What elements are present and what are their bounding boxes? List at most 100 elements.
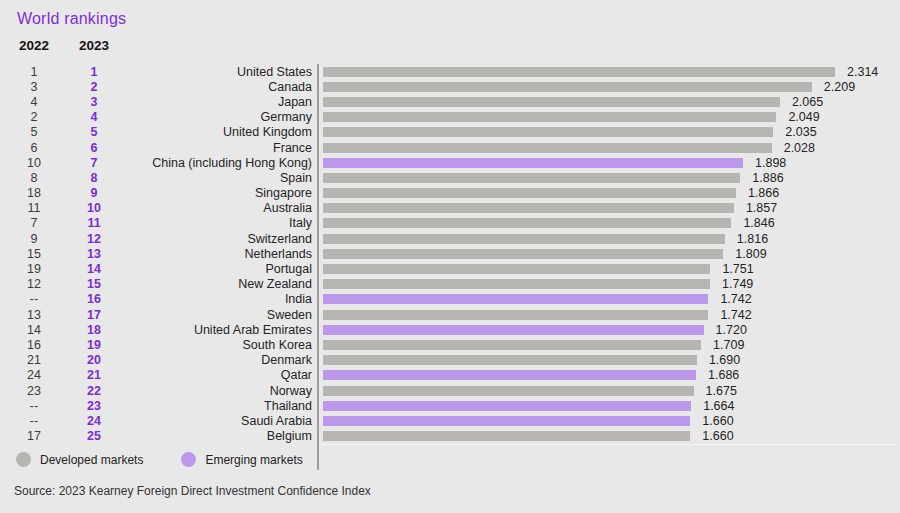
legend-label: Developed markets — [40, 453, 143, 467]
chart-row: 189Singapore1.866 — [0, 186, 900, 201]
rank-2022: 15 — [14, 247, 54, 261]
chart-row: 4 3Japan2.065 — [0, 94, 900, 109]
bar-emerging — [323, 294, 708, 304]
value-label: 1.686 — [708, 368, 739, 382]
bar-zone: 1.898 — [316, 155, 900, 170]
bar-developed — [323, 82, 812, 92]
bar-zone: 1.816 — [316, 231, 900, 246]
rank-2022: 9 — [14, 232, 54, 246]
rank-2022: 14 — [14, 323, 54, 337]
rank-2022: 16 — [14, 338, 54, 352]
bar-zone: 1.742 — [316, 307, 900, 322]
country-label: Portugal — [116, 262, 316, 276]
bar-developed — [323, 249, 723, 259]
rank-2023: 13 — [72, 247, 116, 261]
bar-zone: 1.742 — [316, 292, 900, 307]
chart-row: 11United States2.314 — [0, 64, 900, 79]
bar-developed — [323, 431, 690, 441]
rank-2022: 18 — [14, 186, 54, 200]
bar-zone: 2.065 — [316, 94, 900, 109]
chart-row: 19 14Portugal1.751 — [0, 261, 900, 276]
chart-row: 32Canada2.209 — [0, 79, 900, 94]
bar-zone: 1.749 — [316, 277, 900, 292]
bar-zone: 2.314 — [316, 64, 900, 79]
bar-developed — [323, 97, 780, 107]
bar-emerging — [323, 416, 690, 426]
bar-developed — [323, 386, 694, 396]
country-label: Japan — [116, 95, 316, 109]
country-label: Norway — [116, 384, 316, 398]
chart-row: 24Germany2.049 — [0, 110, 900, 125]
value-label: 1.816 — [737, 232, 768, 246]
bar-developed — [323, 264, 710, 274]
rank-2023: 3 — [72, 95, 116, 109]
bar-developed — [323, 279, 710, 289]
bar-zone: 1.675 — [316, 383, 900, 398]
country-label: United States — [116, 65, 316, 79]
rank-2023: 17 — [72, 308, 116, 322]
rank-2022: 1 — [14, 65, 54, 79]
country-label: Italy — [116, 216, 316, 230]
rank-column-headers: 2022 2023 — [0, 38, 900, 53]
country-label: Canada — [116, 80, 316, 94]
bar-emerging — [323, 158, 743, 168]
bar-emerging — [323, 370, 696, 380]
rank-2022: 4 — [14, 95, 54, 109]
rank-2022: 2 — [14, 110, 54, 124]
value-label: 1.809 — [735, 247, 766, 261]
rank-2022: 19 — [14, 262, 54, 276]
rank-2022: 5 — [14, 125, 54, 139]
value-label: 1.898 — [755, 156, 786, 170]
rank-2023: 25 — [72, 429, 116, 443]
bar-developed — [323, 355, 697, 365]
rank-2022: 6 — [14, 141, 54, 155]
bar-zone: 1.751 — [316, 261, 900, 276]
bar-developed — [323, 310, 708, 320]
bar-zone: 2.028 — [316, 140, 900, 155]
bar-developed — [323, 203, 734, 213]
value-label: 1.660 — [702, 429, 733, 443]
country-label: France — [116, 141, 316, 155]
value-label: 1.846 — [743, 216, 774, 230]
value-label: 1.709 — [713, 338, 744, 352]
country-label: Singapore — [116, 186, 316, 200]
column-header-2023: 2023 — [72, 38, 116, 53]
bar-zone: 1.709 — [316, 337, 900, 352]
bar-developed — [323, 188, 736, 198]
bar-emerging — [323, 325, 704, 335]
value-label: 1.690 — [709, 353, 740, 367]
chart-row: 1513Netherlands1.809 — [0, 246, 900, 261]
bar-developed — [323, 173, 740, 183]
bar-zone: 1.857 — [316, 201, 900, 216]
chart-row: 1215New Zealand1.749 — [0, 277, 900, 292]
bar-zone: 1.809 — [316, 246, 900, 261]
rank-2023: 14 — [72, 262, 116, 276]
chart-row: 711Italy1.846 — [0, 216, 900, 231]
chart-row: 1110Australia1.857 — [0, 201, 900, 216]
bar-zone: 1.866 — [316, 186, 900, 201]
chart-row: --23Thailand1.664 — [0, 398, 900, 413]
chart-row: 2322Norway1.675 — [0, 383, 900, 398]
chart-row: 1619South Korea1.709 — [0, 337, 900, 352]
value-label: 2.035 — [785, 125, 816, 139]
vertical-axis-line — [317, 64, 319, 470]
source-note: Source: 2023 Kearney Foreign Direct Inve… — [14, 484, 371, 498]
bar-developed — [323, 340, 701, 350]
bar-zone: 1.846 — [316, 216, 900, 231]
bar-zone: 1.686 — [316, 368, 900, 383]
bar-zone: 1.664 — [316, 398, 900, 413]
chart-row: 2421Qatar1.686 — [0, 368, 900, 383]
country-label: South Korea — [116, 338, 316, 352]
bar-zone: 1.660 — [316, 429, 900, 444]
rank-2022: -- — [14, 399, 54, 413]
rank-2023: 4 — [72, 110, 116, 124]
country-label: Australia — [116, 201, 316, 215]
chart-row: 107China (including Hong Kong)1.898 — [0, 155, 900, 170]
chart-row: 1725Belgium1.660 — [0, 429, 900, 444]
value-label: 2.209 — [824, 80, 855, 94]
country-label: Belgium — [116, 429, 316, 443]
bar-chart: 11United States2.31432Canada2.20943Japan… — [0, 64, 900, 444]
rank-2023: 10 — [72, 201, 116, 215]
chart-baseline — [319, 444, 895, 446]
rank-2022: 10 — [14, 156, 54, 170]
